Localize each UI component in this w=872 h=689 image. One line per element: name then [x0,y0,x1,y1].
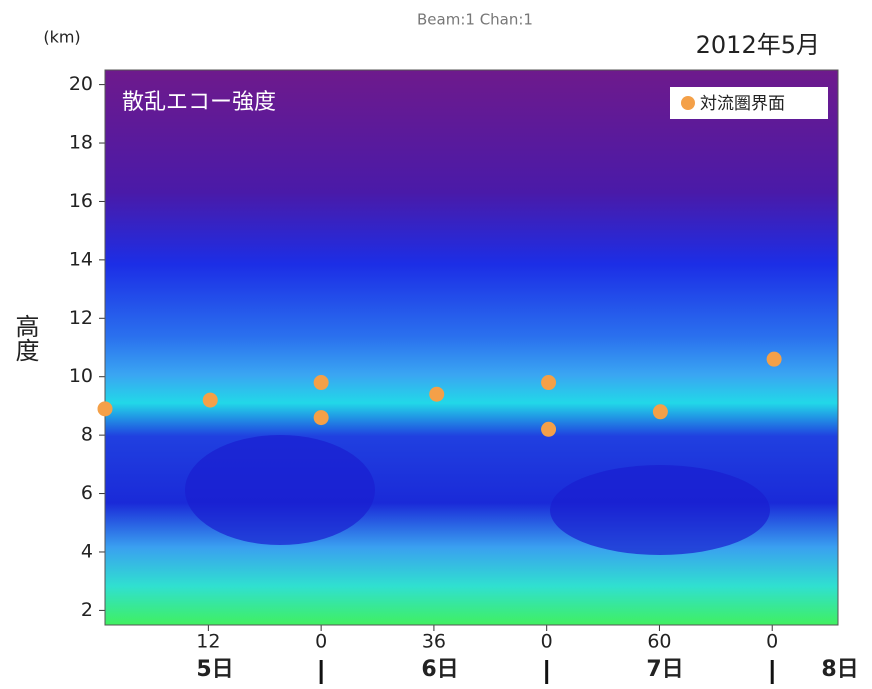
x-tick-label: 12 [196,631,220,653]
x-tick-label: 0 [315,631,327,653]
tropopause-point [767,352,782,367]
chart-title: Beam:1 Chan:1 [417,11,533,29]
y-tick-label: 2 [81,599,93,621]
y-axis-label: 高度 [11,314,39,362]
y-tick-label: 8 [81,424,93,446]
day-label: 8日 [821,657,858,682]
tropopause-point [203,393,218,408]
y-tick-label: 12 [69,307,93,329]
chart: Beam:1 Chan:1 (km) 2012年5月 高度 散乱エコー強度 対流… [0,0,872,689]
legend-label: 対流圏界面 [700,94,785,114]
x-tick-label: 36 [422,631,446,653]
tropopause-point [314,410,329,425]
tropopause-point [541,422,556,437]
y-unit: (km) [43,28,80,47]
x-tick-label: 0 [766,631,778,653]
y-tick-label: 6 [81,482,93,504]
day-label: 5日 [196,657,233,682]
tropopause-point [541,375,556,390]
y-tick-label: 16 [69,190,93,212]
day-label: 6日 [421,657,458,682]
y-tick-label: 20 [69,73,93,95]
echo-region [550,465,770,555]
x-tick-label: 0 [541,631,553,653]
legend-marker [681,96,695,110]
y-tick-label: 18 [69,132,93,154]
y-tick-label: 4 [81,540,93,562]
echo-region [185,435,375,545]
y-tick-label: 10 [69,365,93,387]
x-tick-label: 60 [647,631,671,653]
date-label: 2012年5月 [696,31,820,59]
tropopause-point [653,404,668,419]
y-tick-label: 14 [69,248,93,270]
tropopause-point [98,401,113,416]
tropopause-point [314,375,329,390]
tropopause-point [429,387,444,402]
day-label: 7日 [646,657,683,682]
panel-label: 散乱エコー強度 [122,90,276,115]
